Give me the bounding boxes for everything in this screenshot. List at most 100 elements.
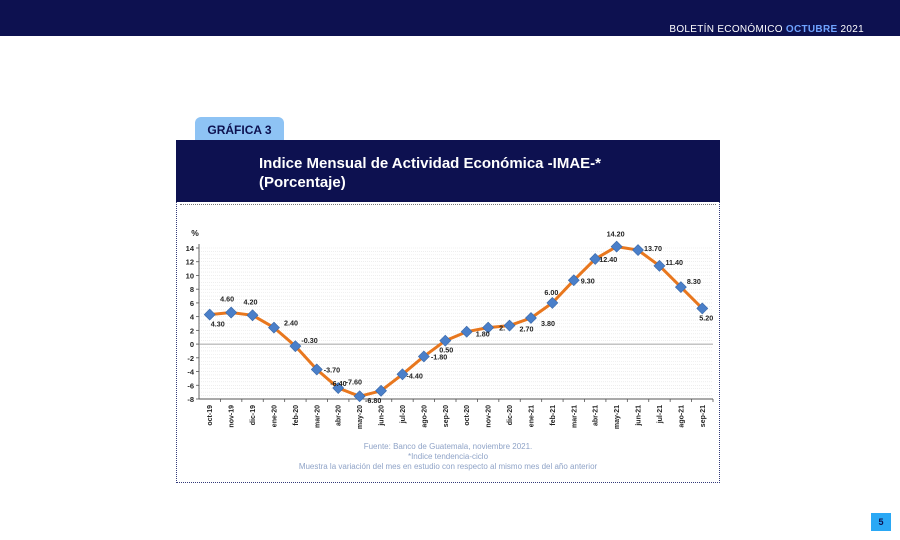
y-axis-unit: % xyxy=(191,228,199,238)
data-point xyxy=(353,390,366,403)
bulletin-title: BOLETÍN ECONÓMICO OCTUBRE 2021 xyxy=(669,24,864,35)
x-tick-label: jun-21 xyxy=(636,405,643,427)
data-point xyxy=(610,240,623,253)
data-point xyxy=(439,334,452,347)
footnote: *Indice tendencia-ciclo xyxy=(407,452,489,461)
data-label: 4.20 xyxy=(244,297,258,306)
x-tick-label: ene-21 xyxy=(528,405,535,427)
description-note: Muestra la variación del mes en estudio … xyxy=(298,462,598,471)
y-tick-label: -6 xyxy=(187,381,194,390)
chart-title: Indice Mensual de Actividad Económica -I… xyxy=(259,155,602,172)
data-point xyxy=(525,312,537,324)
x-tick-label: dic-20 xyxy=(507,405,514,425)
data-label: -0.30 xyxy=(301,336,317,345)
bulletin-month: OCTUBRE xyxy=(785,24,838,35)
x-tick-label: mar-20 xyxy=(314,405,321,428)
data-label: 8.30 xyxy=(687,277,701,286)
x-tick-label: nov-20 xyxy=(486,405,493,428)
x-tick-label: abr-21 xyxy=(593,405,600,426)
x-tick-label: jun-20 xyxy=(379,405,386,427)
x-tick-label: may-20 xyxy=(357,405,364,429)
inner-divider xyxy=(180,204,716,205)
data-point xyxy=(417,350,430,363)
x-tick-label: dic-19 xyxy=(250,405,257,425)
data-label: 14.20 xyxy=(607,230,625,239)
chart-header: Indice Mensual de Actividad Económica -I… xyxy=(176,140,720,202)
data-label: -6.40 xyxy=(330,379,346,388)
data-label: -6.80 xyxy=(365,396,381,405)
data-point xyxy=(653,259,666,272)
label-layer: 4.30 4.60 4.20 2.40-0.30 -3.70 -6.40 -7.60 -6.8… xyxy=(211,230,714,405)
data-point xyxy=(674,281,687,294)
x-tick-label: jul-20 xyxy=(400,405,407,424)
x-tick-label: mar-21 xyxy=(571,405,578,428)
grid-layer xyxy=(199,247,713,400)
data-label: 12.40 xyxy=(599,255,617,264)
data-label: 2.40 xyxy=(284,319,298,328)
y-tick-label: 6 xyxy=(190,299,194,308)
data-label: 4.30 xyxy=(211,320,225,329)
data-point xyxy=(632,244,644,256)
figure-tab: GRÁFICA 3 xyxy=(195,117,284,144)
bulletin-prefix: BOLETÍN ECONÓMICO xyxy=(669,24,783,35)
x-tick-label: may-21 xyxy=(614,405,621,429)
y-tick-label: -2 xyxy=(187,354,194,363)
data-point xyxy=(696,302,709,315)
data-label: 13.70 xyxy=(644,244,662,253)
x-tick-label: nov-19 xyxy=(229,405,236,428)
data-label: 1.80 xyxy=(476,330,490,339)
x-tick-label: feb-21 xyxy=(550,405,557,426)
bulletin-year: 2021 xyxy=(840,24,864,35)
data-label: 4.60 xyxy=(220,295,234,304)
x-tick-label: feb-20 xyxy=(293,405,300,426)
data-point xyxy=(246,309,259,322)
x-tick-label: sep-20 xyxy=(443,405,450,427)
y-tick-label: 10 xyxy=(186,271,194,280)
data-label: 9.30 xyxy=(581,276,595,285)
data-point xyxy=(546,296,559,309)
y-tick-label: 4 xyxy=(190,313,195,322)
y-tick-label: 8 xyxy=(190,285,194,294)
data-label: 2.70 xyxy=(520,325,534,334)
data-point xyxy=(268,321,280,334)
y-tick-label: 0 xyxy=(190,340,194,349)
data-label: 6.00 xyxy=(544,288,558,297)
data-point xyxy=(332,382,345,394)
source-note: Fuente: Banco de Guatemala, noviembre 20… xyxy=(363,442,533,451)
x-tick-label: abr-20 xyxy=(336,405,343,426)
data-point xyxy=(225,306,238,319)
data-label: -7.60 xyxy=(346,377,362,386)
y-tick-label: 14 xyxy=(186,244,195,253)
data-point xyxy=(203,308,216,321)
data-label: -1.80 xyxy=(431,352,447,361)
y-tick-label: -8 xyxy=(187,395,194,404)
data-point xyxy=(396,368,409,381)
chart-subtitle: (Porcentaje) xyxy=(259,174,346,191)
data-label: 0.50 xyxy=(439,346,453,355)
data-label: 3.80 xyxy=(541,319,555,328)
y-tick-label: 2 xyxy=(190,326,194,335)
top-banner: BOLETÍN ECONÓMICO OCTUBRE 2021 xyxy=(0,0,900,36)
data-label: 2. xyxy=(499,324,505,333)
data-point xyxy=(567,274,580,287)
x-tick-label: jul-21 xyxy=(657,405,664,424)
figure-tab-label: GRÁFICA 3 xyxy=(207,123,272,137)
data-point xyxy=(482,321,495,334)
data-point xyxy=(589,253,602,265)
axis-layer: -8 -6 -4 -2 0 2 4 6 8 10 12 14% oct-19 nov-19 dic-19 en… xyxy=(186,228,714,429)
data-point xyxy=(289,340,302,353)
x-tick-label: ene-20 xyxy=(271,405,278,427)
series-layer xyxy=(203,240,709,403)
x-tick-label: sep-21 xyxy=(700,405,707,427)
data-label: -4.40 xyxy=(406,371,422,380)
data-label: 5.20 xyxy=(699,313,713,322)
y-tick-label: -4 xyxy=(187,368,194,377)
data-point xyxy=(503,319,516,332)
data-label: -3.70 xyxy=(324,365,340,374)
data-point xyxy=(310,363,323,376)
line-chart: -8 -6 -4 -2 0 2 4 6 8 10 12 14% oct-19 nov-19 dic-19 en… xyxy=(186,228,714,429)
x-tick-label: oct-19 xyxy=(207,405,214,426)
x-tick-label: ago-21 xyxy=(678,405,685,428)
data-point xyxy=(460,325,473,338)
page-number: 5 xyxy=(871,513,891,531)
